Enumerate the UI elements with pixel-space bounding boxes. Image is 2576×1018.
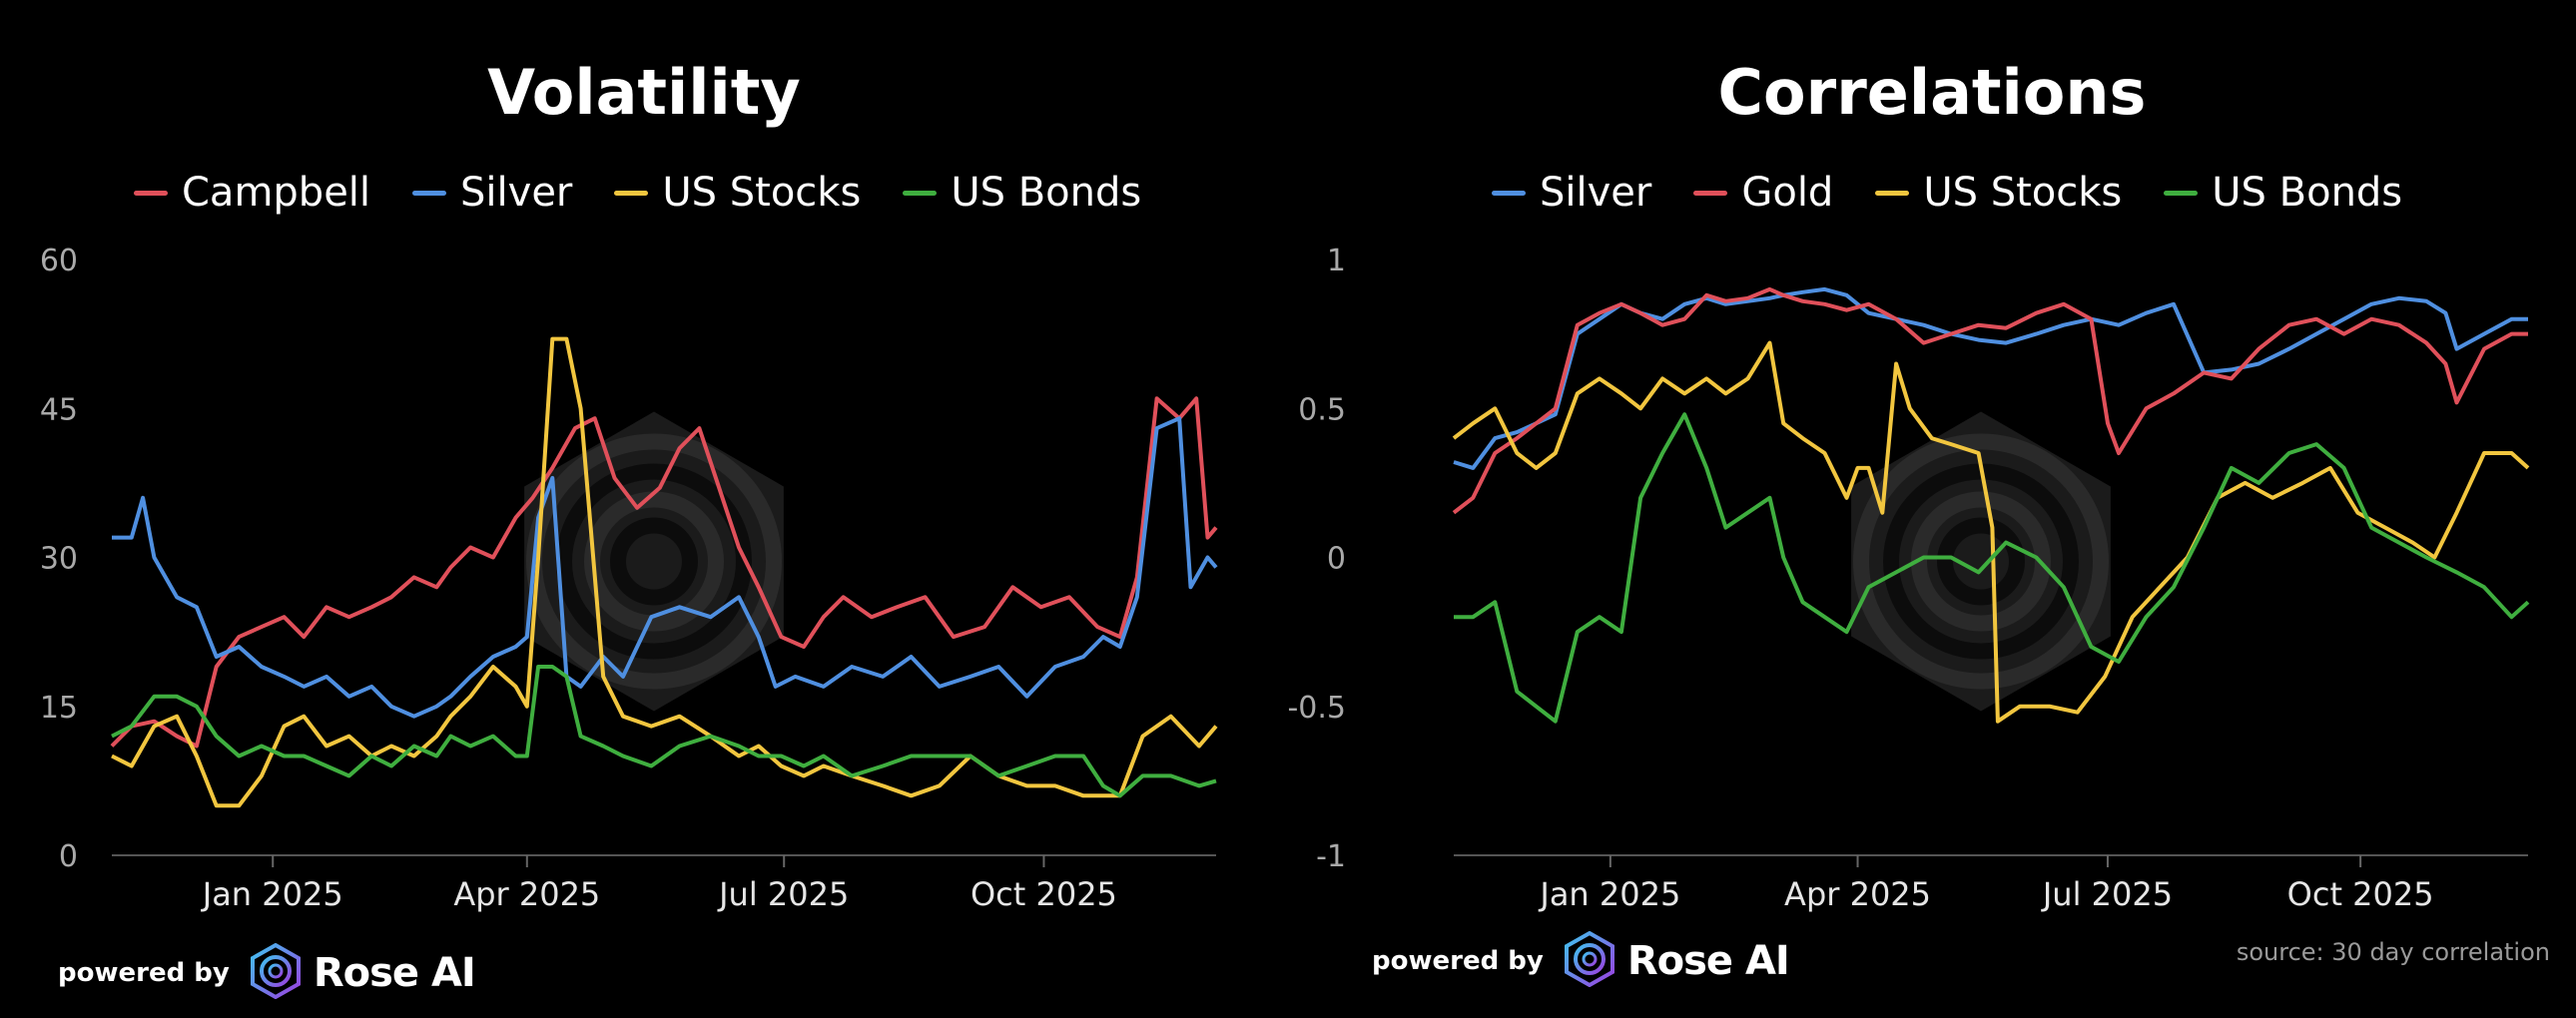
series-line-us-stocks (1452, 340, 2530, 724)
legend-label: US Bonds (2212, 170, 2403, 216)
y-tick-label: -0.5 (1287, 691, 1346, 726)
x-tick-label: Jul 2025 (717, 875, 849, 913)
legend-label: US Stocks (662, 170, 862, 216)
y-tick-label: 15 (40, 691, 78, 726)
legend-item[interactable]: US Bonds (2164, 170, 2402, 216)
x-tick-label: Apr 2025 (453, 875, 600, 913)
source-note: source: 30 day correlation (2236, 938, 2550, 966)
legend-label: Campbell (182, 170, 371, 216)
series-line-silver (1453, 286, 2528, 470)
x-tick-label: Oct 2025 (2287, 875, 2434, 913)
legend-swatch (1875, 190, 1910, 196)
legend-item[interactable]: Gold (1693, 170, 1833, 216)
legend-swatch (614, 190, 649, 196)
legend-item[interactable]: Silver (1492, 170, 1651, 216)
y-tick-label: 0 (1327, 542, 1346, 577)
volatility-plot: 0 15 30 45 60 Jan 2025 Apr 2025 Jul 2025 Oct 202… (40, 244, 1218, 913)
x-tick-label: Oct 2025 (970, 875, 1117, 913)
correlations-plot: -1 -0.5 0 0.5 1 Jan 2025 Apr 2025 Jul 2025 Oct 2… (1287, 244, 2530, 913)
legend-swatch (1492, 190, 1526, 196)
legend-item[interactable]: US Stocks (614, 170, 861, 216)
chart-legend: Campbell Silver US Stocks US Bonds (134, 170, 1183, 216)
legend-label: Silver (1540, 170, 1652, 216)
legend-swatch (903, 190, 938, 196)
branding-name: Rose AI (313, 950, 476, 996)
chart-title: Volatility (487, 56, 801, 129)
legend-item[interactable]: Campbell (134, 170, 370, 216)
series-line-gold (1452, 286, 2528, 515)
legend-swatch (2164, 190, 2199, 196)
series-line-us-stocks (111, 336, 1218, 808)
branding-name: Rose AI (1626, 938, 1790, 984)
legend-item[interactable]: US Stocks (1875, 170, 2122, 216)
branding: powered by Rose AI (58, 942, 476, 1003)
series-line-us-bonds (111, 665, 1217, 798)
legend-item[interactable]: US Bonds (903, 170, 1141, 216)
volatility-panel: Volatility Campbell Silver US Stocks US Bon… (40, 56, 1218, 1003)
y-tick-label: 0.5 (1298, 392, 1346, 427)
y-tick-label: 0 (59, 839, 78, 874)
x-tick-label: Jan 2025 (201, 875, 343, 913)
legend-item[interactable]: Silver (412, 170, 572, 216)
legend-swatch (1693, 190, 1728, 196)
y-tick-label: 1 (1327, 244, 1346, 278)
y-tick-label: 60 (40, 244, 78, 278)
branding-prefix: powered by (58, 958, 230, 988)
x-tick-label: Apr 2025 (1784, 875, 1931, 913)
legend-swatch (412, 190, 447, 196)
series-line-us-bonds (1454, 412, 2530, 724)
legend-label: US Bonds (951, 170, 1142, 216)
legend-swatch (134, 190, 168, 196)
correlations-panel: Correlations Silver Gold US Stocks US Bonds… (1287, 0, 2576, 1018)
series-line-campbell (110, 396, 1218, 749)
legend-label: US Stocks (1923, 170, 2123, 216)
x-tick-label: Jul 2025 (2041, 875, 2173, 913)
chart-title: Correlations (1717, 56, 2147, 129)
rose-ai-logo-icon (248, 942, 304, 1003)
rose-ai-logo-icon (1562, 930, 1617, 991)
branding-prefix: powered by (1372, 946, 1544, 976)
legend-label: Gold (1741, 170, 1834, 216)
watermark-logo-icon (1851, 411, 2111, 712)
legend-label: Silver (460, 170, 573, 216)
y-tick-label: 45 (40, 392, 78, 427)
branding: powered by Rose AI (1372, 930, 1790, 991)
chart-legend: Silver Gold US Stocks US Bonds (1492, 170, 2444, 216)
x-tick-label: Jan 2025 (1538, 875, 1680, 913)
y-tick-label: -1 (1316, 839, 1346, 874)
y-tick-label: 30 (40, 542, 78, 577)
